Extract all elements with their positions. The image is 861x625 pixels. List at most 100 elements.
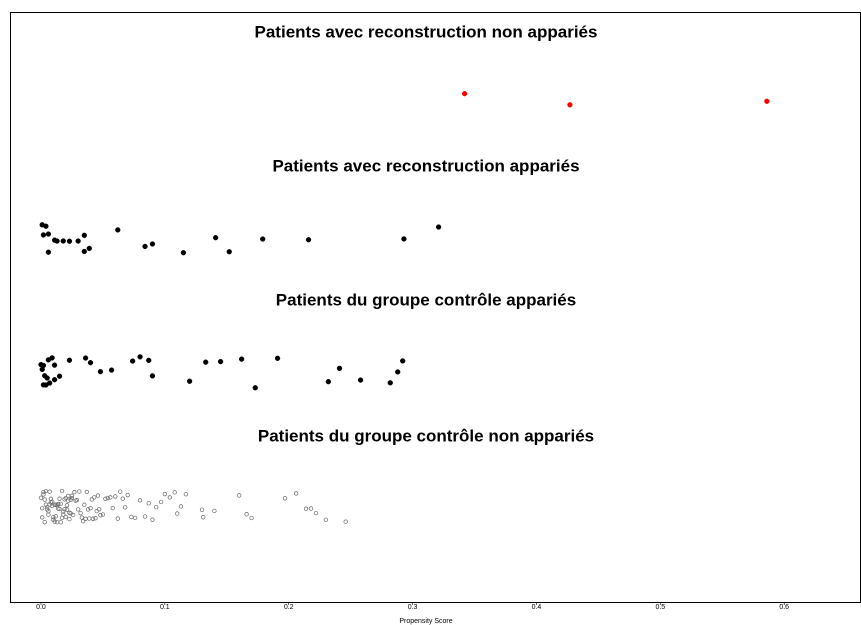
point	[63, 514, 68, 520]
point	[237, 493, 242, 498]
point	[79, 515, 84, 520]
point	[57, 496, 62, 501]
x-tick-label: 0.4	[532, 604, 542, 611]
point	[118, 489, 123, 494]
point	[764, 98, 770, 104]
point	[238, 356, 245, 362]
point	[75, 238, 81, 244]
point	[108, 367, 115, 373]
point	[129, 358, 136, 364]
point	[244, 512, 249, 517]
point	[45, 231, 52, 237]
point	[158, 499, 164, 505]
point	[249, 515, 254, 521]
point	[149, 373, 156, 379]
point	[51, 377, 58, 383]
x-tick-label: 0.1	[160, 604, 170, 611]
point	[80, 519, 86, 524]
point	[60, 238, 66, 244]
point	[66, 238, 73, 244]
point	[87, 359, 94, 366]
point	[88, 506, 93, 511]
point	[49, 503, 55, 509]
point	[146, 501, 151, 506]
point	[61, 512, 66, 517]
point	[180, 250, 187, 256]
point	[395, 369, 401, 375]
point	[54, 238, 60, 244]
point	[49, 499, 55, 504]
point	[59, 488, 65, 494]
point	[75, 507, 81, 512]
point	[89, 497, 94, 502]
point	[49, 355, 55, 361]
point	[82, 355, 89, 361]
point	[64, 503, 70, 508]
group-title: Patients avec reconstruction non apparié…	[255, 22, 598, 41]
point	[401, 236, 407, 242]
point	[137, 498, 143, 503]
point	[252, 385, 258, 391]
point	[282, 496, 288, 501]
point	[90, 516, 96, 521]
point	[172, 490, 177, 495]
point	[357, 377, 364, 383]
point	[66, 498, 71, 503]
point	[54, 519, 60, 525]
x-tick-label: 0.6	[779, 604, 789, 611]
point	[115, 227, 121, 233]
point	[58, 501, 63, 507]
x-axis-label: Propensity Score	[399, 618, 452, 625]
point	[41, 489, 46, 495]
point	[40, 506, 45, 511]
point	[52, 519, 57, 524]
point	[120, 496, 125, 501]
point	[400, 358, 406, 364]
point	[343, 519, 348, 524]
point	[83, 516, 88, 521]
point	[77, 489, 82, 494]
point	[42, 497, 47, 502]
point	[110, 506, 115, 511]
point	[308, 506, 314, 511]
point	[217, 358, 224, 365]
group-title: Patients du groupe contrôle appariés	[276, 290, 576, 309]
x-tick-label: 0.5	[655, 604, 665, 611]
point	[81, 232, 87, 238]
point	[150, 517, 155, 522]
point	[38, 495, 44, 500]
point	[40, 515, 45, 520]
point	[178, 504, 184, 509]
point	[203, 359, 209, 365]
point	[336, 365, 343, 372]
point	[58, 520, 63, 525]
point	[40, 232, 47, 238]
point	[303, 506, 309, 511]
point	[212, 508, 217, 514]
point	[84, 489, 89, 495]
point	[69, 493, 75, 498]
point	[162, 491, 167, 497]
point	[78, 510, 83, 516]
point	[186, 378, 193, 384]
point	[435, 224, 442, 230]
point	[226, 249, 232, 255]
point	[95, 493, 101, 498]
point	[293, 491, 299, 496]
point	[132, 515, 138, 521]
point	[57, 506, 62, 512]
point	[387, 380, 393, 386]
point	[51, 514, 56, 520]
point	[212, 235, 219, 241]
point	[108, 495, 113, 500]
point	[154, 504, 159, 510]
point	[56, 501, 61, 507]
point	[260, 236, 266, 242]
point	[44, 375, 50, 381]
point	[92, 495, 97, 500]
point	[53, 514, 58, 519]
point	[62, 507, 67, 512]
point	[175, 511, 180, 516]
point	[97, 507, 102, 512]
group-title: Patients avec reconstruction appariés	[272, 156, 579, 175]
